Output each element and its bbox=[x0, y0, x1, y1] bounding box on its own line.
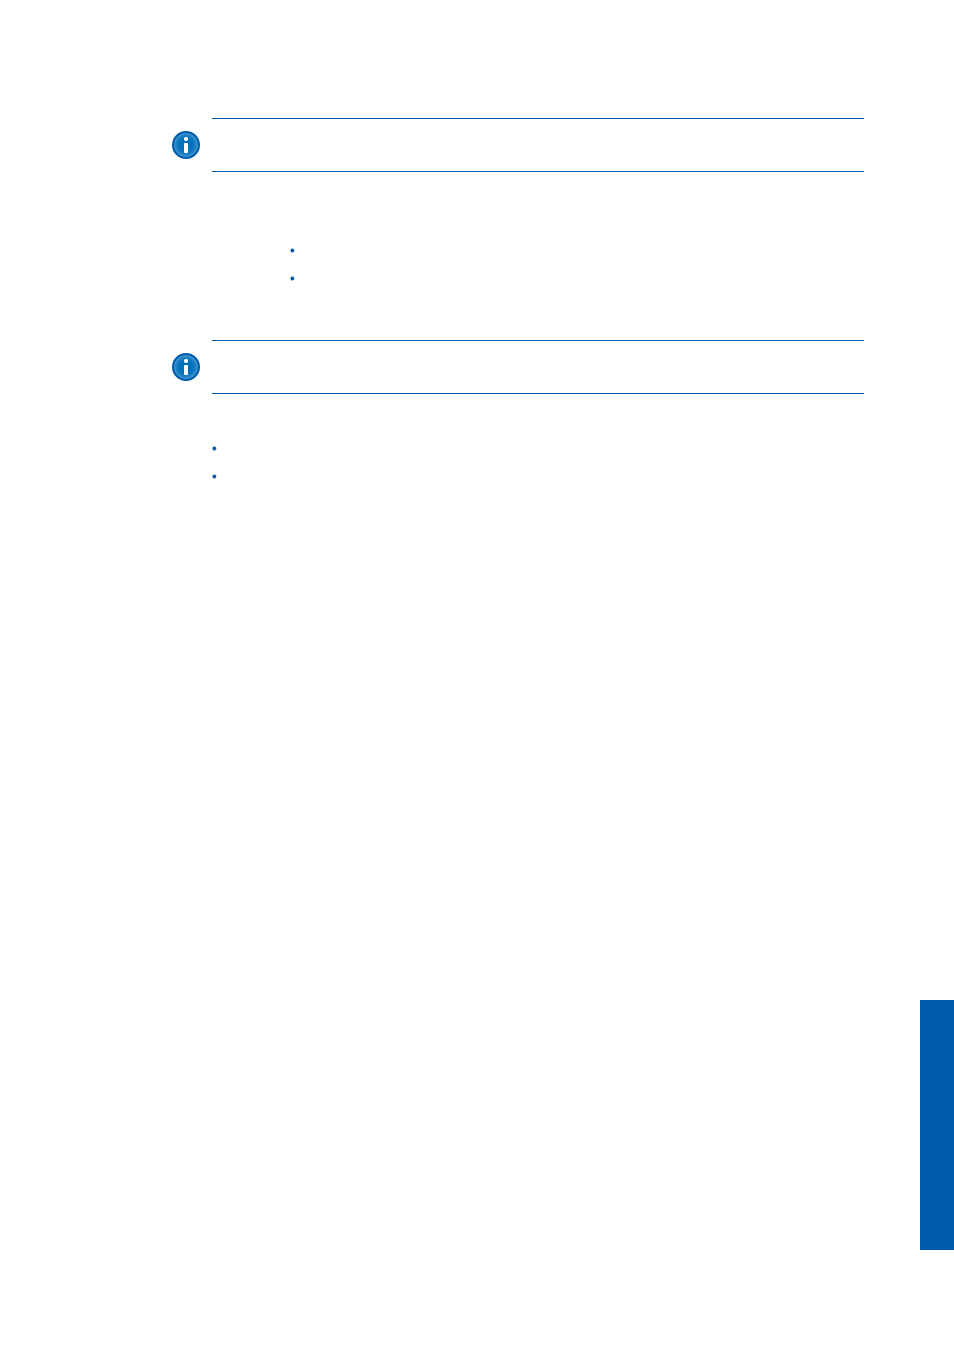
list-item bbox=[172, 186, 864, 206]
bullet-text bbox=[242, 467, 864, 487]
bullet-text bbox=[320, 241, 864, 261]
list-item bbox=[172, 412, 864, 432]
bullet-item: • bbox=[212, 439, 864, 459]
note-body bbox=[212, 351, 864, 355]
bullet-text bbox=[320, 269, 864, 308]
divider bbox=[212, 340, 864, 341]
info-icon bbox=[172, 131, 200, 159]
bullet-dot: • bbox=[290, 271, 295, 286]
note-callout bbox=[172, 351, 864, 381]
section-tab bbox=[920, 1000, 954, 1250]
bullet-item: • bbox=[212, 467, 864, 487]
bullet-dot: • bbox=[212, 441, 217, 456]
note-body bbox=[212, 129, 864, 133]
bullet-dot: • bbox=[212, 469, 217, 484]
sub-list-item bbox=[212, 559, 864, 579]
divider bbox=[212, 118, 864, 119]
step-text bbox=[212, 186, 864, 206]
bullet-dot: • bbox=[290, 243, 295, 258]
bullet-item: • bbox=[290, 269, 864, 308]
sub-text bbox=[256, 559, 694, 579]
info-icon bbox=[172, 353, 200, 381]
divider bbox=[212, 393, 864, 394]
sub-list-item bbox=[212, 214, 864, 234]
bullet-text bbox=[242, 439, 864, 459]
divider bbox=[212, 171, 864, 172]
sub-text bbox=[256, 214, 864, 234]
bullet-item: • bbox=[290, 241, 864, 261]
note-callout bbox=[172, 129, 864, 159]
step-text bbox=[212, 412, 864, 432]
page-content: • • • bbox=[0, 0, 954, 646]
